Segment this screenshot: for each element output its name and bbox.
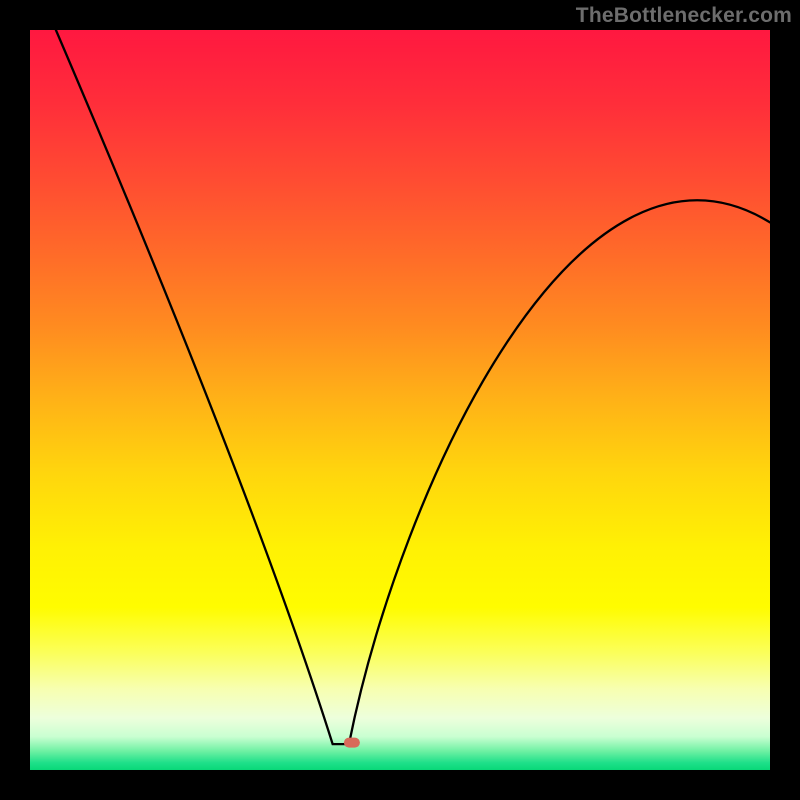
gradient-background (30, 30, 770, 770)
chart-canvas (0, 0, 800, 800)
optimum-marker (344, 738, 360, 748)
watermark-text: TheBottlenecker.com (576, 4, 792, 28)
